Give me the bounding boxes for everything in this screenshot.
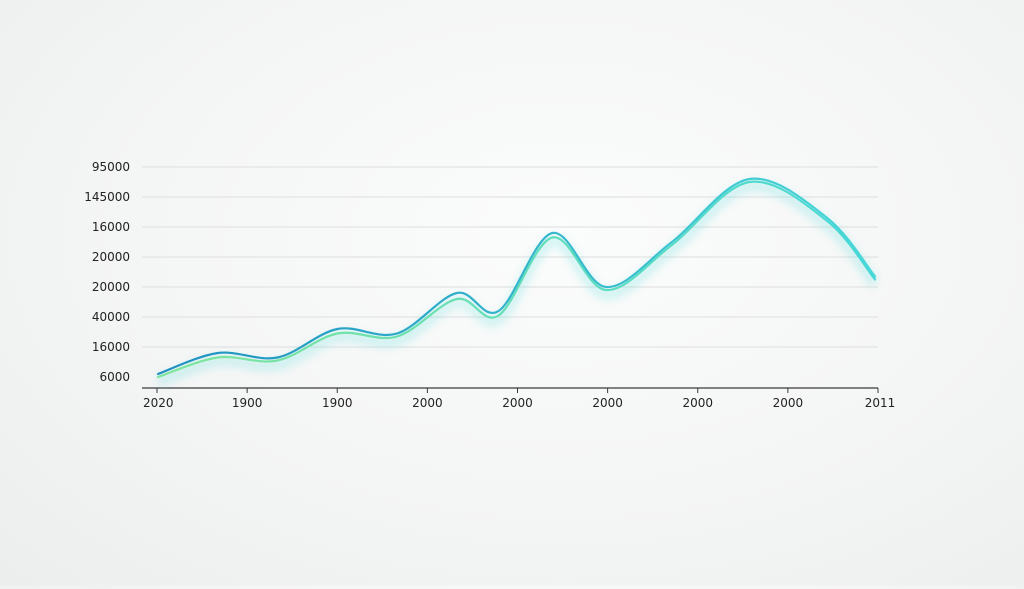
x-tick-label: 2000 (773, 396, 804, 410)
y-tick-label: 40000 (92, 310, 130, 324)
y-tick-label: 16000 (92, 340, 130, 354)
x-tick-label: 2011 (865, 396, 896, 410)
series-line (156, 180, 877, 379)
x-tick-label: 2000 (682, 396, 713, 410)
x-tick-label: 2000 (502, 396, 533, 410)
x-tick-label: 2000 (592, 396, 623, 410)
y-tick-label: 16000 (92, 220, 130, 234)
y-tick-label: 145000 (84, 190, 130, 204)
series-lines (156, 177, 877, 379)
y-tick-label: 6000 (99, 370, 130, 384)
x-tick-label: 1900 (232, 396, 263, 410)
y-tick-label: 95000 (92, 160, 130, 174)
gridlines (142, 166, 878, 348)
x-tick-labels: 2020 1900 1900 2000 2000 2000 2000 2000 2011 (143, 396, 895, 410)
y-tick-label: 20000 (92, 280, 130, 294)
x-tick-label: 2000 (412, 396, 443, 410)
y-tick-labels: 6000 16000 40000 20000 20000 16000 145000 95000 (84, 160, 130, 384)
series-shadow (156, 179, 879, 385)
series-line (156, 177, 877, 376)
y-tick-label: 20000 (92, 250, 130, 264)
x-tick-label: 2020 (143, 396, 174, 410)
axes (142, 387, 879, 393)
x-tick-label: 1900 (322, 396, 353, 410)
